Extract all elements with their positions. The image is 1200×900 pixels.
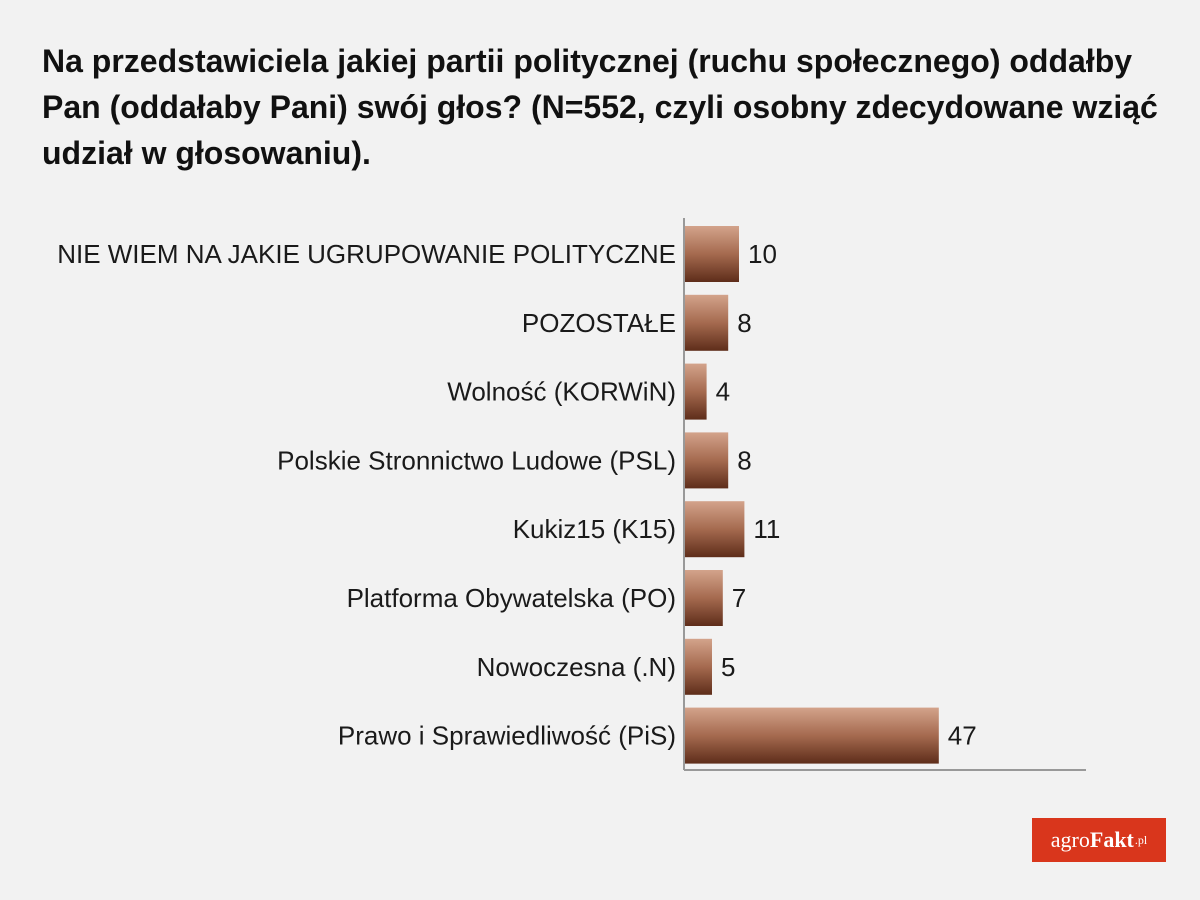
value-label: 8 <box>737 445 751 475</box>
value-label: 8 <box>737 308 751 338</box>
bar <box>685 432 729 489</box>
bar <box>685 226 739 282</box>
category-label: Wolność (KORWiN) <box>447 377 676 407</box>
logo-fakt-text: Fakt <box>1089 827 1134 852</box>
bar <box>685 570 723 626</box>
bar <box>685 638 712 695</box>
bar <box>685 707 939 764</box>
value-label: 4 <box>716 377 730 407</box>
category-label: NIE WIEM NA JAKIE UGRUPOWANIE POLITYCZNE <box>57 239 676 269</box>
category-label: Kukiz15 (K15) <box>513 514 676 544</box>
bars-layer: NIE WIEM NA JAKIE UGRUPOWANIE POLITYCZNE… <box>57 226 977 764</box>
category-label: POZOSTAŁE <box>522 308 676 338</box>
logo-pl-text: .pl <box>1134 832 1148 847</box>
logo-agro-text: agro <box>1050 827 1090 852</box>
bar <box>685 501 745 558</box>
value-label: 11 <box>753 514 780 544</box>
agrofakt-logo: agro Fakt .pl <box>1032 818 1166 862</box>
bar <box>685 294 729 351</box>
value-label: 47 <box>948 721 977 751</box>
chart-title: Na przedstawiciela jakiej partii polityc… <box>42 43 1158 171</box>
value-label: 10 <box>748 239 777 269</box>
category-label: Polskie Stronnictwo Ludowe (PSL) <box>277 445 676 475</box>
category-label: Prawo i Sprawiedliwość (PiS) <box>338 721 676 751</box>
bar <box>685 363 707 420</box>
category-label: Nowoczesna (.N) <box>477 652 676 682</box>
value-label: 7 <box>732 583 746 613</box>
category-label: Platforma Obywatelska (PO) <box>347 583 676 613</box>
value-label: 5 <box>721 652 735 682</box>
